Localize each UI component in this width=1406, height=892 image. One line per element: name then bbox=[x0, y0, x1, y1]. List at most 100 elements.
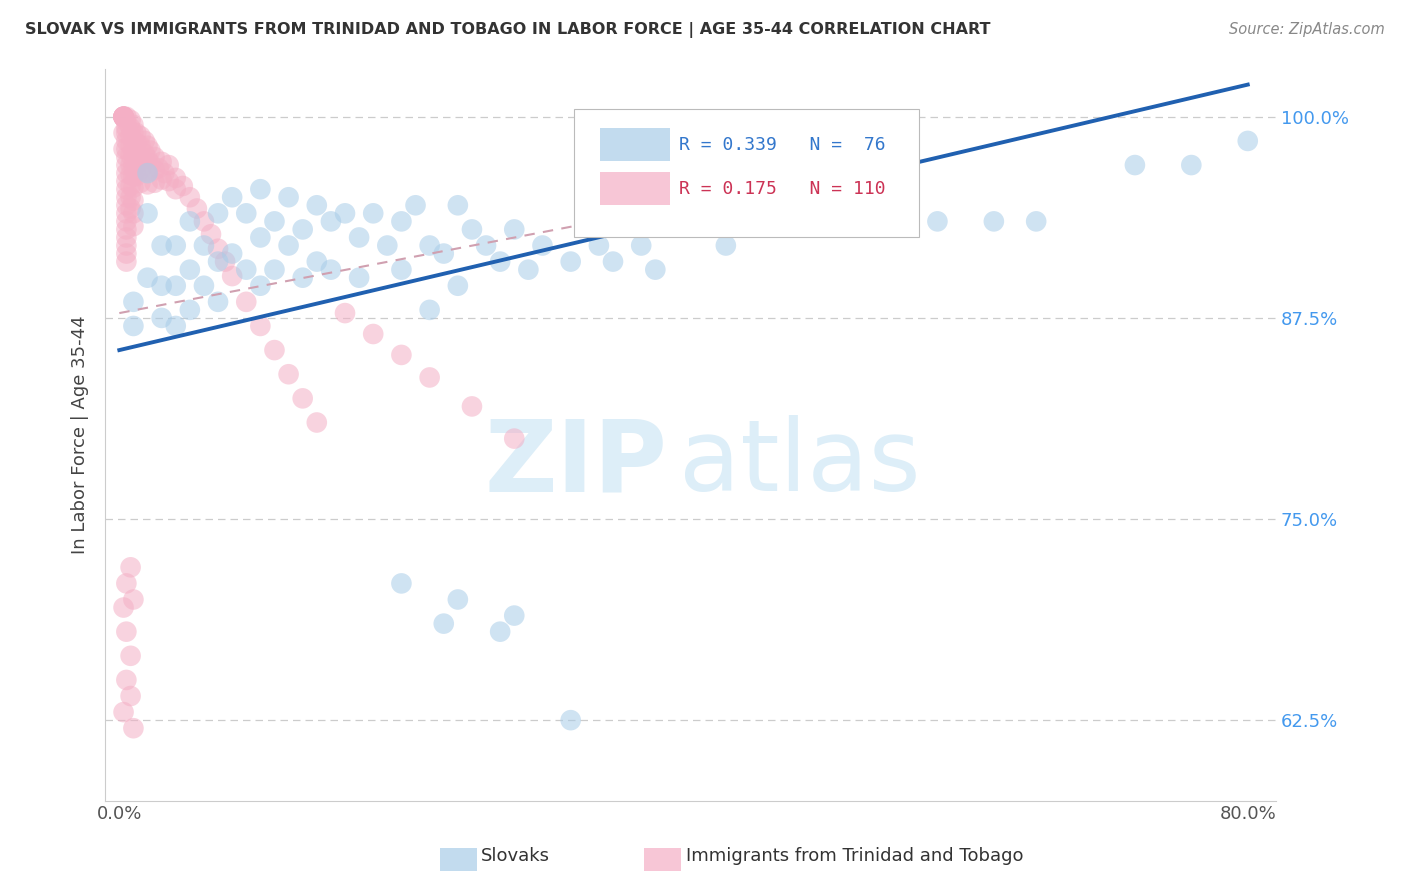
Point bbox=[115, 158, 138, 172]
Point bbox=[447, 198, 470, 212]
Point bbox=[136, 178, 159, 192]
Point bbox=[172, 178, 194, 193]
Point bbox=[560, 254, 582, 268]
Point bbox=[419, 370, 441, 384]
Point bbox=[115, 182, 138, 196]
Point bbox=[136, 164, 159, 178]
Point bbox=[122, 219, 145, 234]
Point bbox=[235, 206, 257, 220]
Point bbox=[115, 230, 138, 244]
Point bbox=[115, 134, 138, 148]
Point bbox=[153, 166, 176, 180]
Point bbox=[489, 624, 512, 639]
Point bbox=[291, 270, 314, 285]
Point bbox=[120, 190, 142, 204]
Point bbox=[714, 238, 737, 252]
Point bbox=[115, 174, 138, 188]
Point bbox=[115, 121, 138, 136]
Point bbox=[112, 110, 135, 124]
Point bbox=[115, 150, 138, 164]
Point bbox=[120, 178, 142, 193]
Point bbox=[207, 206, 229, 220]
Point bbox=[129, 138, 152, 153]
Point bbox=[461, 400, 484, 414]
Point bbox=[112, 142, 135, 156]
Point bbox=[122, 126, 145, 140]
Point bbox=[112, 705, 135, 719]
Point bbox=[179, 262, 201, 277]
Point bbox=[813, 206, 835, 220]
Point bbox=[277, 190, 299, 204]
Point bbox=[291, 222, 314, 236]
Point bbox=[129, 150, 152, 164]
Point bbox=[361, 206, 384, 220]
Point bbox=[319, 214, 342, 228]
Point bbox=[120, 560, 142, 574]
Point bbox=[361, 326, 384, 341]
Point bbox=[644, 262, 666, 277]
Point bbox=[122, 118, 145, 132]
Point bbox=[115, 624, 138, 639]
Point bbox=[305, 416, 328, 430]
Point bbox=[235, 262, 257, 277]
Point bbox=[112, 126, 135, 140]
Point bbox=[221, 246, 243, 260]
Point bbox=[115, 198, 138, 212]
Point bbox=[305, 254, 328, 268]
Point bbox=[221, 269, 243, 284]
Point bbox=[447, 278, 470, 293]
Y-axis label: In Labor Force | Age 35-44: In Labor Force | Age 35-44 bbox=[72, 315, 89, 554]
Point bbox=[157, 158, 180, 172]
Point bbox=[139, 144, 162, 158]
Point bbox=[419, 302, 441, 317]
Point bbox=[115, 673, 138, 687]
Point bbox=[125, 136, 148, 150]
Point bbox=[120, 113, 142, 128]
Point bbox=[112, 110, 135, 124]
Point bbox=[214, 254, 236, 268]
Point bbox=[112, 110, 135, 124]
Point bbox=[1025, 214, 1047, 228]
Point bbox=[447, 592, 470, 607]
Point bbox=[927, 214, 949, 228]
Point bbox=[115, 166, 138, 180]
Point bbox=[391, 262, 413, 277]
Point bbox=[115, 142, 138, 156]
Text: SLOVAK VS IMMIGRANTS FROM TRINIDAD AND TOBAGO IN LABOR FORCE | AGE 35-44 CORRELA: SLOVAK VS IMMIGRANTS FROM TRINIDAD AND T… bbox=[25, 22, 991, 38]
Point bbox=[115, 238, 138, 252]
Point bbox=[150, 278, 173, 293]
Point bbox=[375, 238, 398, 252]
Text: ZIP: ZIP bbox=[484, 416, 668, 512]
Point bbox=[221, 190, 243, 204]
Point bbox=[122, 180, 145, 194]
FancyBboxPatch shape bbox=[600, 172, 669, 205]
Point bbox=[165, 170, 187, 185]
Point bbox=[120, 121, 142, 136]
Point bbox=[391, 348, 413, 362]
Point bbox=[179, 190, 201, 204]
FancyBboxPatch shape bbox=[600, 128, 669, 161]
Point bbox=[249, 230, 271, 244]
Point bbox=[112, 110, 135, 124]
Point bbox=[115, 114, 138, 128]
Point bbox=[560, 713, 582, 727]
Point bbox=[120, 168, 142, 182]
Text: R = 0.339   N =  76: R = 0.339 N = 76 bbox=[679, 136, 886, 153]
FancyBboxPatch shape bbox=[574, 109, 920, 237]
Point bbox=[475, 238, 498, 252]
Point bbox=[503, 608, 526, 623]
Point bbox=[179, 302, 201, 317]
Point bbox=[983, 214, 1005, 228]
Point bbox=[193, 278, 215, 293]
Point bbox=[148, 161, 170, 176]
Point bbox=[120, 138, 142, 153]
Point bbox=[112, 110, 135, 124]
Point bbox=[129, 129, 152, 144]
Point bbox=[112, 110, 135, 124]
Text: R = 0.175   N = 110: R = 0.175 N = 110 bbox=[679, 179, 886, 198]
Point bbox=[249, 278, 271, 293]
Point bbox=[125, 169, 148, 184]
Point bbox=[207, 254, 229, 268]
Text: Immigrants from Trinidad and Tobago: Immigrants from Trinidad and Tobago bbox=[686, 847, 1024, 865]
Point bbox=[136, 206, 159, 220]
